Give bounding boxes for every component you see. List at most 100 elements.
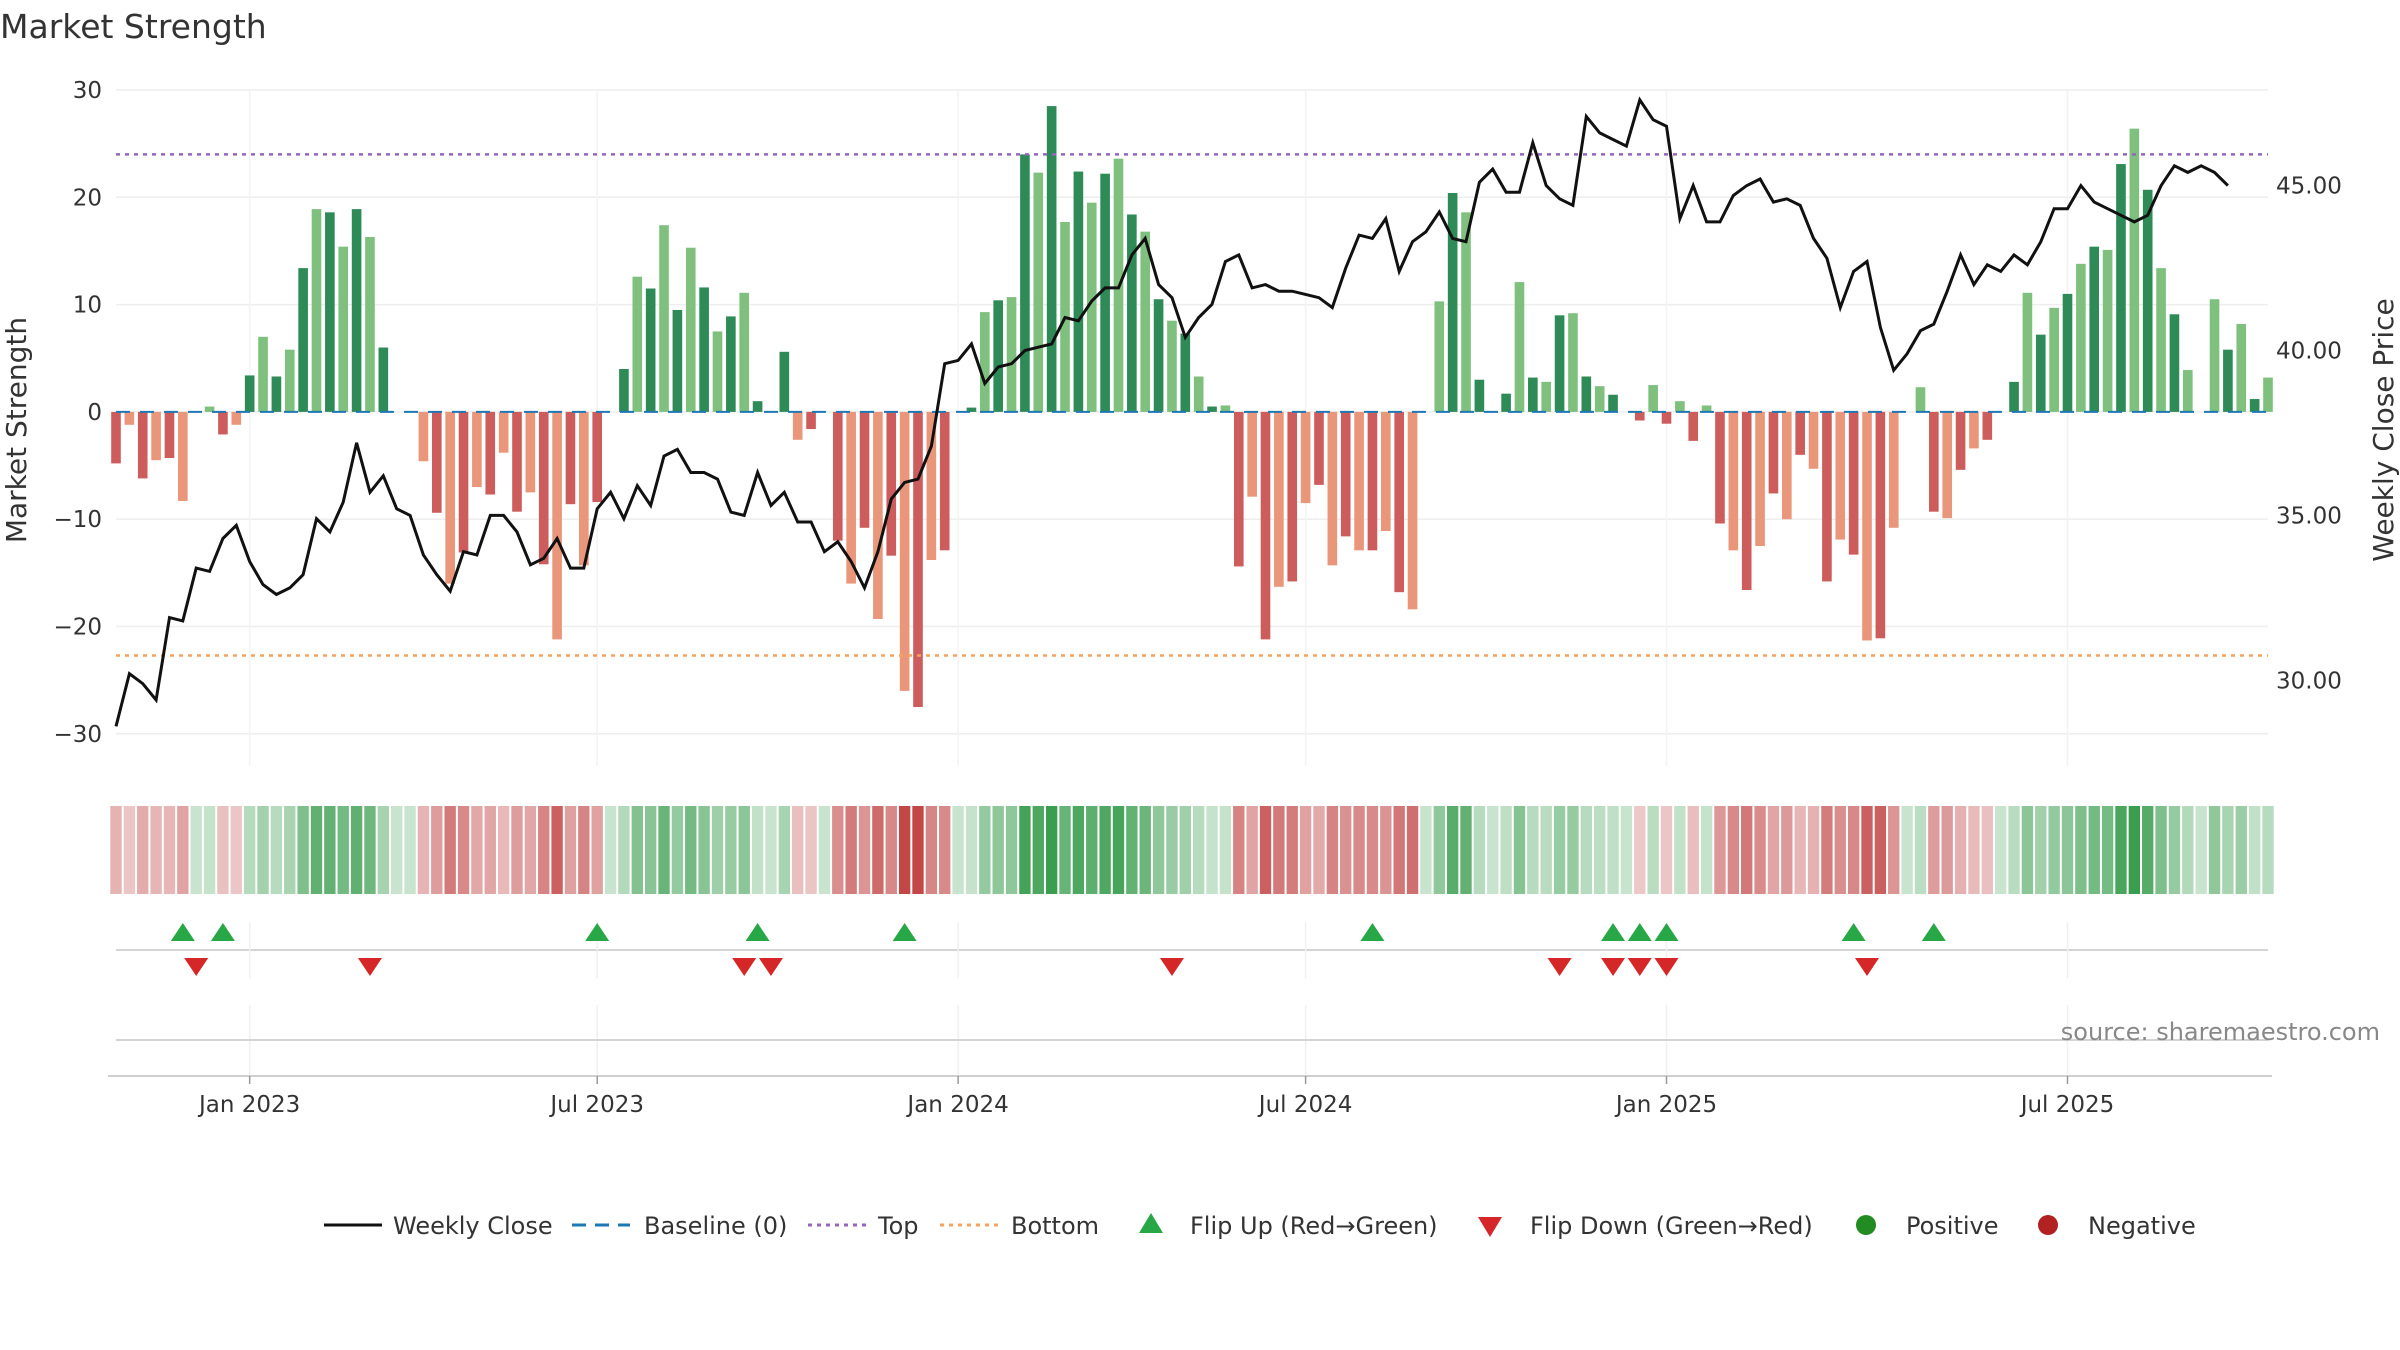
grid-flip	[116, 922, 2268, 978]
y-axis-label: Market Strength	[0, 317, 33, 543]
strength-bar	[1581, 376, 1592, 412]
strip-cell	[1968, 806, 1980, 894]
x-axis-ticks: Jan 2023 Jul 2023 Jan 2024 Jul 2024 Jan 2025…	[197, 1076, 2114, 1118]
strip-cell	[2208, 806, 2221, 894]
strength-bar	[1180, 333, 1191, 412]
strip-cell	[1313, 806, 1325, 894]
strength-bar	[445, 411, 455, 584]
strip-cell	[872, 806, 884, 894]
flip-down-marker	[1627, 958, 1652, 976]
strength-bar	[2209, 299, 2220, 412]
strength-bar	[2263, 377, 2273, 412]
strip-cell	[1393, 806, 1405, 894]
strip-cell	[1005, 806, 1018, 894]
strip-cell	[1112, 806, 1125, 894]
strength-bar	[271, 376, 282, 412]
strength-bar	[2049, 307, 2059, 412]
strength-bar	[1287, 411, 1298, 582]
legend-label: Flip Up (Red→Green)	[1190, 1212, 1438, 1240]
strip-cell	[350, 806, 363, 894]
flip-up-marker	[892, 923, 917, 941]
strength-bar	[1020, 154, 1030, 412]
strength-bar	[151, 411, 161, 461]
chart-title: Market Strength	[0, 7, 267, 46]
flip-down-marker	[732, 958, 757, 976]
y2-tick-label: 40.00	[2276, 339, 2342, 365]
strength-bar	[1367, 411, 1378, 551]
flip-up-marker	[1601, 923, 1626, 941]
strength-bar	[1434, 301, 1445, 412]
strip-cell	[1821, 806, 1833, 894]
y-tick-label: 30	[73, 78, 102, 104]
strip-cell	[1660, 806, 1673, 894]
strength-bar	[512, 411, 522, 512]
strength-bar	[325, 212, 335, 412]
y-tick-label: −20	[53, 615, 102, 641]
strip-cell	[1059, 806, 1071, 894]
strip-cell	[404, 806, 416, 894]
strength-bar	[1327, 411, 1338, 566]
strip-cell	[618, 806, 630, 894]
strength-bar	[258, 336, 268, 412]
strength-bar	[538, 411, 549, 565]
strength-bar	[993, 300, 1003, 412]
flip-up-marker	[170, 923, 195, 941]
strength-bar	[1073, 171, 1084, 412]
strip-cell	[711, 806, 724, 894]
x-tick-label: Jul 2025	[2019, 1092, 2115, 1118]
strength-bar	[1701, 405, 1712, 412]
strip-cell	[671, 806, 684, 894]
strength-bar	[1808, 411, 1819, 469]
strength-bar	[1541, 381, 1552, 412]
strip-cell	[1914, 806, 1927, 894]
strip-cell	[858, 806, 871, 894]
flip-down-marker	[1855, 958, 1880, 976]
strength-bar	[632, 276, 643, 412]
strength-bar	[351, 209, 362, 412]
strength-bar	[1233, 411, 1244, 567]
strength-bar	[1086, 202, 1097, 412]
x-tick-label: Jul 2024	[1257, 1092, 1353, 1118]
strip-cell	[751, 806, 764, 894]
strength-bar	[726, 316, 736, 412]
triangle-down-icon	[1478, 1217, 1502, 1237]
strength-bar	[378, 347, 389, 412]
legend-label: Positive	[1906, 1212, 1999, 1240]
strip-cell	[2088, 806, 2100, 894]
circle-icon	[1856, 1215, 1876, 1235]
strength-bar	[485, 411, 496, 495]
strength-bar	[619, 368, 629, 412]
weekly-close-line	[114, 96, 2229, 727]
strip-cell	[912, 806, 924, 894]
strength-bar	[1888, 411, 1899, 528]
flip-up-marker	[1841, 923, 1866, 941]
strength-bar	[164, 411, 175, 459]
strip-cell	[1647, 806, 1659, 894]
strip-cell	[324, 806, 336, 894]
strength-bar	[1461, 212, 1471, 412]
strength-bar	[980, 312, 990, 412]
strength-bar	[645, 288, 656, 412]
strip-cell	[1901, 806, 1913, 894]
strength-bar	[1942, 411, 1953, 519]
strength-bar	[1848, 411, 1859, 555]
strength-bar	[338, 246, 349, 412]
strength-bar	[873, 411, 883, 619]
strength-bar	[418, 411, 429, 462]
strip-cell	[2222, 806, 2234, 894]
strip-cell	[1019, 806, 1031, 894]
strip-cell	[1593, 806, 1606, 894]
strip-cell	[1446, 806, 1459, 894]
strip-cell	[190, 806, 202, 894]
strip-cell	[431, 806, 443, 894]
strength-bar	[792, 411, 803, 440]
flip-up-marker	[1654, 923, 1679, 941]
strength-bar	[1755, 411, 1765, 547]
strip-cell	[1714, 806, 1726, 894]
strength-bar	[1300, 411, 1311, 504]
strength-bar	[2142, 189, 2153, 412]
y-tick-label: 0	[87, 400, 102, 426]
strength-bar	[244, 375, 255, 412]
flip-down-marker	[1159, 958, 1184, 976]
strength-bar	[1474, 379, 1485, 412]
